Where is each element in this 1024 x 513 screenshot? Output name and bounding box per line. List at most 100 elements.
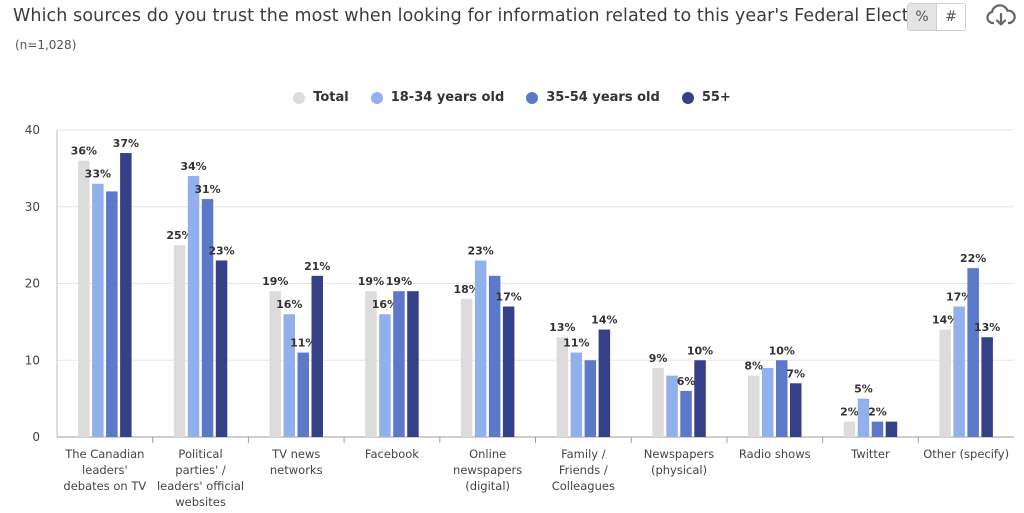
legend-marker xyxy=(293,91,306,104)
legend-label: Total xyxy=(313,90,349,105)
bar-18-34-years-old[interactable] xyxy=(474,260,487,437)
y-tick-label: 10 xyxy=(25,353,40,367)
legend-label: 18-34 years old xyxy=(390,90,505,105)
x-category-label: The Canadian leaders' debates on TV xyxy=(63,447,146,493)
y-tick-label: 40 xyxy=(25,123,40,137)
bar-35-54-years-old[interactable] xyxy=(871,421,884,437)
legend-item-55[interactable]: 55+ xyxy=(681,90,731,105)
data-label: 23% xyxy=(208,244,234,257)
data-label: 19% xyxy=(262,275,288,288)
data-label: 31% xyxy=(194,183,220,196)
bar-35-54-years-old[interactable] xyxy=(106,191,118,437)
bar-18-34-years-old[interactable] xyxy=(953,306,965,437)
bar-18-34-years-old[interactable] xyxy=(379,314,391,437)
data-label: 7% xyxy=(786,367,805,380)
bar-55[interactable] xyxy=(311,275,324,437)
bar-18-34-years-old[interactable] xyxy=(857,398,870,437)
bar-55[interactable] xyxy=(120,153,132,437)
data-label: 23% xyxy=(467,244,493,257)
value-format-toggle: % # xyxy=(907,3,966,31)
bar-35-54-years-old[interactable] xyxy=(967,268,979,437)
y-tick-label: 0 xyxy=(32,430,40,444)
bar-55[interactable] xyxy=(885,421,898,437)
bar-35-54-years-old[interactable] xyxy=(776,360,788,437)
bar-35-54-years-old[interactable] xyxy=(297,352,310,437)
x-category-label: Radio shows xyxy=(739,447,811,461)
bar-18-34-years-old[interactable] xyxy=(283,314,296,437)
data-label: 9% xyxy=(649,352,668,365)
data-label: 14% xyxy=(591,314,617,327)
bar-55[interactable] xyxy=(502,306,515,437)
bar-18-34-years-old[interactable] xyxy=(187,176,200,438)
bar-18-34-years-old[interactable] xyxy=(570,352,583,437)
data-label: 5% xyxy=(854,383,873,396)
data-label: 13% xyxy=(549,321,575,334)
bar-18-34-years-old[interactable] xyxy=(92,183,104,437)
bar-18-34-years-old[interactable] xyxy=(666,375,678,437)
legend-marker xyxy=(370,91,383,104)
bar-total[interactable] xyxy=(652,367,664,437)
bar-35-54-years-old[interactable] xyxy=(393,291,405,437)
data-label: 18% xyxy=(453,283,479,296)
data-label: 36% xyxy=(71,145,97,158)
bar-35-54-years-old[interactable] xyxy=(584,360,597,437)
y-tick-label: 20 xyxy=(25,277,40,291)
data-label: 33% xyxy=(85,168,111,181)
x-category-label: Online newspapers (digital) xyxy=(453,447,522,493)
bar-total[interactable] xyxy=(748,375,760,437)
data-label: 11% xyxy=(290,337,316,350)
bar-total[interactable] xyxy=(78,160,90,437)
data-label: 14% xyxy=(932,314,958,327)
bar-total[interactable] xyxy=(939,329,951,437)
data-label: 6% xyxy=(677,375,696,388)
cloud-download-icon[interactable] xyxy=(985,4,1017,28)
data-label: 17% xyxy=(946,291,972,304)
bar-55[interactable] xyxy=(215,260,228,437)
bar-total[interactable] xyxy=(365,291,377,437)
x-category-label: Political parties' / leaders' official webs… xyxy=(157,447,244,509)
data-label: 25% xyxy=(166,229,192,242)
data-label: 13% xyxy=(974,321,1000,334)
count-toggle-button[interactable]: # xyxy=(936,4,965,30)
legend-item-18-34-years-old[interactable]: 18-34 years old xyxy=(370,90,505,105)
chart-title: Which sources do you trust the most when… xyxy=(13,6,946,26)
x-category-label: TV news networks xyxy=(270,447,323,477)
bar-35-54-years-old[interactable] xyxy=(201,199,214,437)
data-label: 22% xyxy=(960,252,986,265)
x-category-label: Other (specify) xyxy=(923,447,1009,461)
bar-55[interactable] xyxy=(407,291,419,437)
bar-55[interactable] xyxy=(790,383,802,437)
bar-18-34-years-old[interactable] xyxy=(762,367,774,437)
bar-total[interactable] xyxy=(460,298,473,437)
data-label: 37% xyxy=(113,137,139,150)
bar-total[interactable] xyxy=(843,421,856,437)
chart-legend: Total 18-34 years old 35-54 years old 55+ xyxy=(0,90,1024,105)
bar-35-54-years-old[interactable] xyxy=(488,275,501,437)
bar-total[interactable] xyxy=(556,337,569,437)
x-category-label: Family / Friends / Colleagues xyxy=(552,447,615,493)
data-label: 10% xyxy=(687,344,713,357)
x-category-label: Newspapers (physical) xyxy=(644,447,715,477)
data-label: 34% xyxy=(180,160,206,173)
bar-35-54-years-old[interactable] xyxy=(680,390,692,437)
legend-marker xyxy=(526,91,539,104)
bar-55[interactable] xyxy=(694,360,706,437)
bar-total[interactable] xyxy=(269,291,282,437)
legend-marker xyxy=(681,91,694,104)
bar-55[interactable] xyxy=(981,337,993,437)
data-label: 10% xyxy=(769,344,795,357)
data-label: 16% xyxy=(276,298,302,311)
data-label: 8% xyxy=(744,360,763,373)
percent-toggle-button[interactable]: % xyxy=(908,4,936,30)
x-category-label: Twitter xyxy=(850,447,890,461)
data-label: 21% xyxy=(304,260,330,273)
data-label: 19% xyxy=(386,275,412,288)
legend-item-total[interactable]: Total xyxy=(293,90,349,105)
data-label: 17% xyxy=(495,291,521,304)
bar-55[interactable] xyxy=(598,329,611,437)
legend-item-35-54-years-old[interactable]: 35-54 years old xyxy=(526,90,660,105)
data-label: 2% xyxy=(840,406,859,419)
y-tick-label: 30 xyxy=(25,200,40,214)
bar-total[interactable] xyxy=(173,245,186,437)
